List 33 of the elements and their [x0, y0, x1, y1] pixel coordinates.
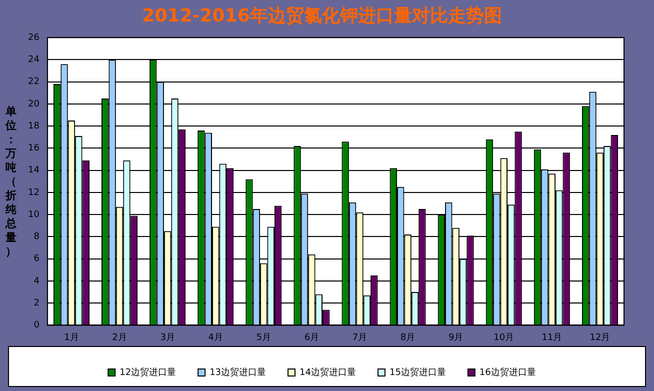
y-tick-label: 8	[34, 232, 40, 242]
text: 单位：万吨（折纯总量）	[6, 105, 16, 258]
y-tick-label: 4	[34, 276, 40, 286]
x-tick-label: 6月	[304, 332, 320, 343]
legend-label: 14边贸进口量	[300, 366, 356, 378]
x-tick-label: 2月	[112, 332, 127, 343]
legend-label: 13边贸进口量	[210, 366, 266, 378]
x-tick-label: 11月	[542, 332, 562, 343]
y-tick-label: 2	[34, 298, 40, 308]
legend-label: 12边贸进口量	[120, 366, 176, 378]
y-tick-label: 20	[28, 99, 40, 110]
x-tick-label: 3月	[160, 332, 175, 343]
y-tick-label: 12	[28, 188, 40, 198]
y-tick-label: 14	[28, 166, 40, 176]
y-tick-label: 22	[28, 77, 40, 88]
x-tick-label: 9月	[448, 332, 464, 343]
legend-label: 16边贸进口量	[479, 366, 536, 378]
y-tick-label: 16	[28, 144, 40, 154]
y-tick-label: 0	[34, 320, 40, 331]
x-tick-label: 5月	[256, 332, 272, 343]
y-tick-label: 18	[28, 121, 40, 132]
x-tick-label: 8月	[400, 332, 416, 343]
x-tick-label: 12月	[590, 332, 610, 343]
y-tick-label: 10	[28, 210, 40, 220]
x-tick-label: 7月	[352, 332, 368, 343]
y-tick-label: 26	[28, 32, 40, 43]
x-tick-label: 1月	[64, 332, 79, 343]
x-tick-label: 10月	[494, 332, 514, 343]
y-tick-label: 24	[28, 55, 40, 66]
chart-title: 2012-2016年边贸氯化钾进口量对比走势图	[142, 5, 502, 26]
y-tick-label: 6	[34, 254, 40, 264]
legend-label: 15边贸进口量	[389, 366, 446, 378]
x-tick-label: 4月	[208, 332, 223, 343]
